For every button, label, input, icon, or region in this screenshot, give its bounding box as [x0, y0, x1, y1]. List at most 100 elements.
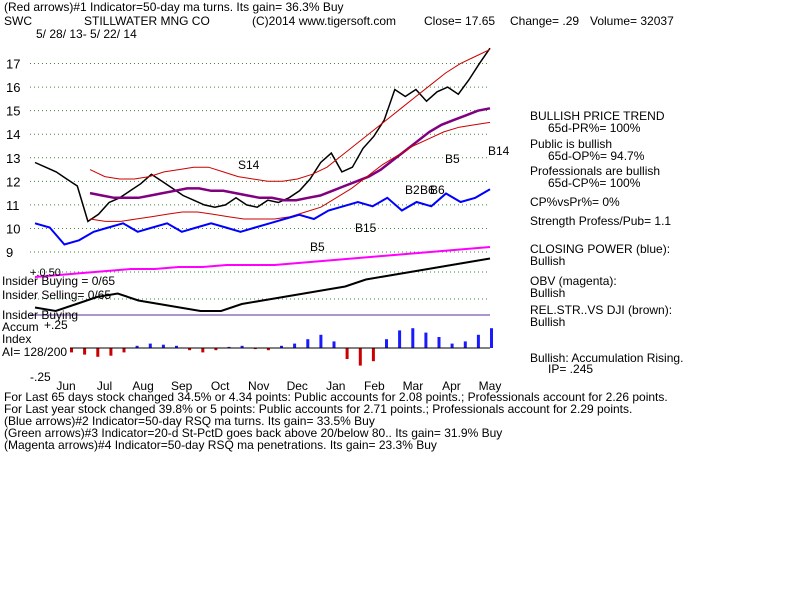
accum-bar: [463, 341, 467, 348]
accum-bar: [135, 345, 139, 348]
accum-bar: [148, 343, 152, 348]
signal-label: B6: [420, 183, 435, 197]
x-tick-label: May: [479, 379, 502, 393]
accum-rising: Bullish: Accumulation Rising.: [530, 351, 684, 365]
signal-label: B5: [310, 240, 325, 254]
y-tick-labels: 9 10 11 12 13 14 15 16 17: [6, 57, 20, 260]
x-tick-label: Nov: [248, 379, 269, 393]
accum-bar: [371, 348, 375, 362]
copyright: (C)2014 www.tigersoft.com: [252, 14, 397, 28]
insider-buying-short: Insider Buying: [2, 308, 79, 322]
accum-bar: [476, 334, 480, 348]
accum-bar: [175, 345, 178, 348]
accumulation-bars: [70, 328, 493, 366]
ai-value: AI= 128/200: [2, 345, 68, 359]
accum-bar: [83, 348, 87, 355]
y-tick-label: 14: [6, 127, 20, 142]
strength-value: Strength Profess/Pub= 1.1: [530, 214, 672, 228]
x-tick-label: Jun: [56, 379, 75, 393]
x-tick-label: Apr: [442, 379, 461, 393]
closing-power-label: CLOSING POWER (blue):: [530, 242, 671, 256]
footer-indicator-2: (Blue arrows)#2 Indicator=50-day RSQ ma …: [4, 414, 375, 428]
company-name: STILLWATER MNG CO: [84, 14, 210, 28]
accum-bar: [253, 348, 257, 350]
y-tick-label: 9: [6, 245, 13, 260]
accum-bar: [266, 348, 270, 351]
public-bullish: Public is bullish: [530, 137, 613, 151]
accum-minus-level: -.25: [30, 370, 51, 384]
insider-buying: Insider Buying = 0/65: [2, 274, 116, 288]
relstr-status: Bullish: [530, 315, 566, 329]
footer-last-year: For Last year stock changed 39.8% or 5 p…: [4, 402, 633, 416]
accum-bar: [490, 328, 493, 348]
ip-value: IP= .245: [548, 362, 594, 376]
accum-bar: [201, 348, 205, 353]
accum-bar: [424, 332, 428, 348]
indicator-closing-power: [34, 188, 491, 246]
accum-bar: [293, 343, 297, 348]
y-tick-label: 13: [6, 151, 20, 166]
date-range: 5/ 28/ 13- 5/ 22/ 14: [36, 27, 137, 41]
y-tick-label: 12: [6, 174, 20, 189]
cpvspr-value: CP%vsPr%= 0%: [530, 195, 620, 209]
signal-label: B6: [430, 183, 445, 197]
obv-label: OBV (magenta):: [530, 274, 617, 288]
close-value: Close= 17.65: [424, 14, 496, 28]
x-tick-label: Dec: [287, 379, 308, 393]
accum-bar: [214, 348, 218, 351]
index-label: Index: [2, 332, 32, 346]
x-tick-label: Mar: [403, 379, 424, 393]
pros-bullish: Professionals are bullish: [530, 164, 661, 178]
indicator-obv: [34, 246, 491, 278]
series-50-day-ma: [89, 107, 491, 202]
footer-indicator-4: (Magenta arrows)#4 Indicator=50-day RSQ …: [4, 438, 437, 452]
accum-bar: [437, 337, 441, 348]
accum-bar: [332, 341, 336, 348]
accum-bar: [122, 348, 126, 353]
indicator-series: [34, 188, 491, 313]
y-tick-label: 17: [6, 57, 20, 72]
accum-bar: [306, 339, 310, 348]
ticker: SWC: [4, 14, 32, 28]
accum-bar: [450, 343, 454, 348]
accum-level: +.25: [44, 318, 68, 332]
insider-selling: Insider Selling= 0/65: [2, 288, 112, 302]
y-tick-label: 11: [6, 198, 20, 213]
pr-value: 65d-PR%= 100%: [548, 121, 641, 135]
signal-label: B5: [445, 152, 460, 166]
accum-bar: [161, 344, 165, 348]
x-tick-label: Oct: [211, 379, 230, 393]
accum-bar: [96, 348, 100, 357]
price-series: [34, 47, 491, 223]
signal-label: S14: [238, 158, 260, 172]
volume-value: Volume= 32037: [590, 14, 674, 28]
series-price: [34, 47, 491, 223]
indicator-rel-str-vs-dji: [34, 257, 491, 313]
y-tick-label: 15: [6, 104, 20, 119]
change-value: Change= .29: [510, 14, 580, 28]
signal-label: B14: [488, 144, 510, 158]
y-tick-label: 10: [6, 221, 20, 236]
cp-value: 65d-CP%= 100%: [548, 176, 641, 190]
indicator-1-note: (Red arrows)#1 Indicator=50-day ma turns…: [4, 0, 344, 14]
closing-power-status: Bullish: [530, 254, 566, 268]
accum-bar: [385, 339, 388, 348]
accum-bar: [188, 348, 192, 351]
accum-bar: [345, 348, 349, 359]
accum-bar: [109, 348, 113, 356]
y-tick-label: 16: [6, 80, 20, 95]
obv-status: Bullish: [530, 286, 566, 300]
accum-bar: [319, 334, 323, 348]
x-tick-label: Jul: [97, 379, 112, 393]
plus-level: +.0.50: [30, 267, 61, 279]
footer-indicator-3: (Green arrows)#3 Indicator=20-d St-PctD …: [4, 426, 503, 440]
footer-65-days: For Last 65 days stock changed 34.5% or …: [4, 390, 668, 404]
x-tick-label: Aug: [132, 379, 153, 393]
relstr-label: REL.STR..VS DJI (brown):: [530, 303, 673, 317]
x-tick-labels: Jun Jul Aug Sep Oct Nov Dec Jan Feb Mar Apr May: [56, 379, 501, 393]
signal-label: B15: [355, 221, 377, 235]
op-value: 65d-OP%= 94.7%: [548, 149, 645, 163]
accum-bar: [240, 345, 244, 348]
